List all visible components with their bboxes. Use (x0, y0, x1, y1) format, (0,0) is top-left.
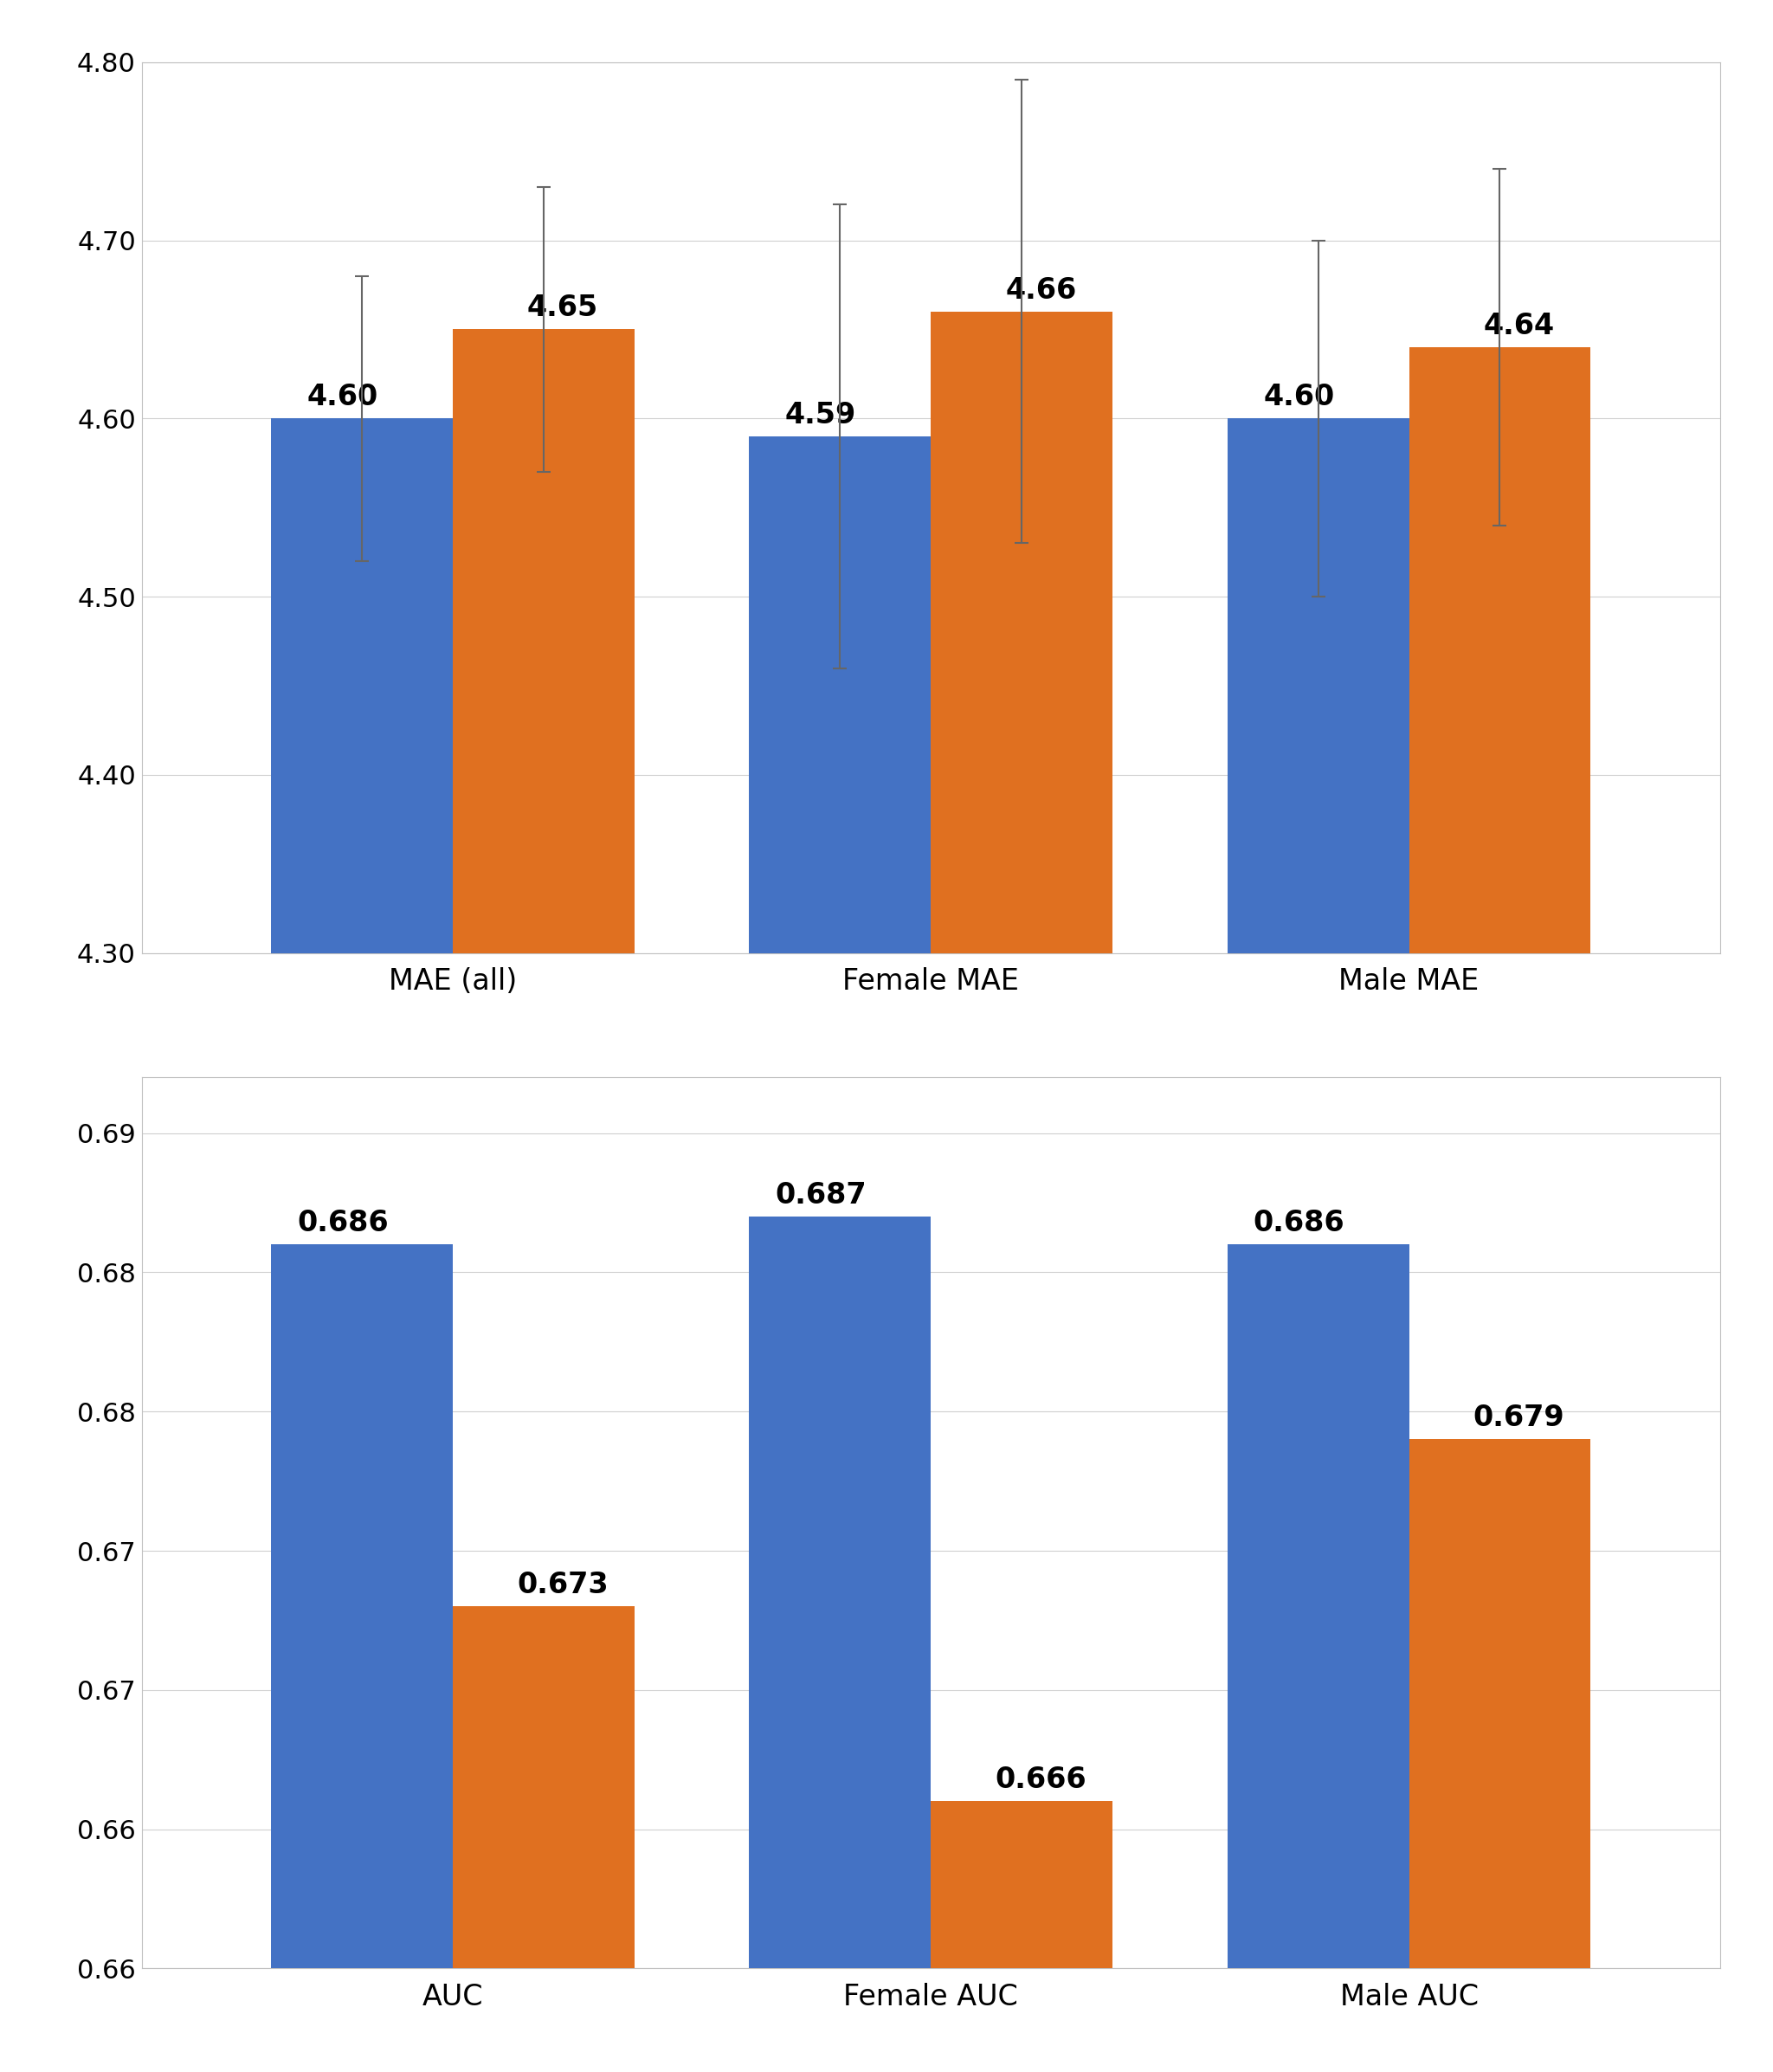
Text: 4.66: 4.66 (1005, 276, 1076, 305)
Bar (452, 1606, 635, 1968)
Text: 0.679: 0.679 (1473, 1403, 1566, 1432)
Bar (271, 1245, 452, 1968)
Legend: Gender-sensitive embedding, Neutral baseline: Gender-sensitive embedding, Neutral base… (544, 1082, 1317, 1135)
Text: 0.686: 0.686 (1254, 1208, 1344, 1237)
Text: 0.687: 0.687 (775, 1181, 867, 1210)
Bar (750, 437, 931, 953)
Bar (750, 1216, 931, 1968)
Text: 0.686: 0.686 (296, 1208, 388, 1237)
Bar (271, 419, 452, 953)
Text: 0.666: 0.666 (995, 1765, 1087, 1794)
Bar (1410, 1440, 1590, 1968)
Bar (931, 311, 1112, 953)
Text: 4.60: 4.60 (1264, 383, 1335, 412)
Bar (931, 1801, 1112, 1968)
Text: 0.673: 0.673 (518, 1571, 608, 1600)
Bar (1227, 1245, 1410, 1968)
Bar (452, 329, 635, 953)
Text: 4.60: 4.60 (307, 383, 378, 412)
Text: 4.65: 4.65 (527, 294, 598, 323)
Bar (1410, 348, 1590, 953)
Text: 4.59: 4.59 (785, 400, 856, 429)
Bar (1227, 419, 1410, 953)
Text: 4.64: 4.64 (1484, 311, 1555, 340)
